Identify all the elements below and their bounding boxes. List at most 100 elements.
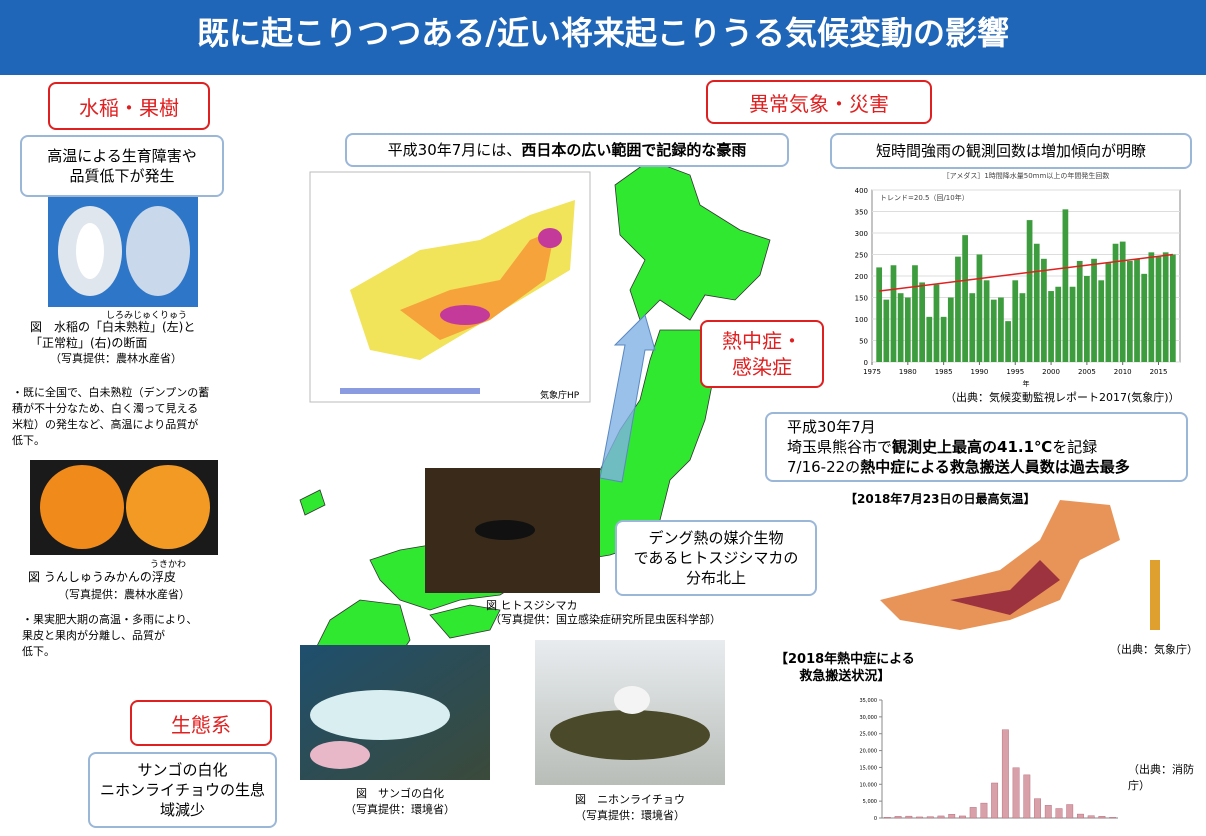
text-line: デング熱の媒介生物 [648,528,784,547]
bar [1055,286,1062,362]
text-line: 果皮と果肉が分離し、品質が [22,628,165,642]
text-bold: 熱中症による救急搬送人員数は過去最多 [860,458,1130,477]
shrubs [550,710,710,760]
bar [1001,729,1009,819]
credit: （写真提供：環境省） [345,802,455,816]
text-line: であるヒトスジシマカの [633,548,799,567]
dengue-box: デング熱の媒介生物 であるヒトスジシマカの 分布北上 [615,520,817,596]
x-axis-label: 年 [1023,379,1030,388]
bar [1048,291,1054,362]
credit: （写真提供：農林水産省） [50,352,182,366]
bar [976,254,983,362]
bar [1044,805,1052,819]
bar [876,267,883,362]
bar [1084,276,1090,362]
credit: 気象庁HP [540,391,580,401]
bar [1026,220,1033,362]
text-line: 埼玉県熊谷市で観測史上最高の41.1℃を記録 [787,437,1186,457]
bar [883,299,890,362]
bar [1169,254,1176,362]
source: （出典：消防庁） [1128,763,1194,792]
text-line: ニホンライチョウの生息 [99,780,265,799]
citrus-half [126,465,210,549]
y-tick-label: 150 [855,295,868,303]
text-line: 分布北上 [685,569,746,588]
bar [926,816,934,819]
credit: （写真提供：環境省） [575,808,685,822]
bar [1023,774,1031,819]
text-line: 積が不十分なため、白く濁って見える [12,401,199,415]
y-tick-label: 100 [855,316,868,324]
text-bold: 観測史上最高の41.1℃ [892,437,1053,456]
text-line: 平成30年7月 [787,417,876,436]
bar [1134,258,1140,362]
text-line: ・果実肥大期の高温・多雨により、 [22,613,198,626]
bar [959,815,966,819]
y-tick-label: 15,000 [860,765,878,771]
bar [980,802,988,819]
event-box: 平成30年7月には、 西日本の広い範囲で記録的な豪雨 [345,133,789,167]
temp-scale [1150,560,1160,630]
ruby: しろみじゅくりゅう [106,311,188,321]
bar [1055,808,1063,819]
y-tick-label: 30,000 [860,715,878,721]
y-tick-label: 400 [855,187,868,195]
summary-box: 高温による生育障害や 品質低下が発生 [20,135,224,197]
bar [1141,273,1148,362]
bar [991,782,999,819]
text-line: 低下。 [12,433,45,447]
bar [1098,280,1105,362]
temp-map-area [880,500,1120,630]
text-line: 域減少 [159,801,205,820]
trend-line [879,253,1173,292]
text: 7/16-22の [787,458,861,477]
caption: 図 ニホンライチョウ （写真提供：環境省） [565,792,695,824]
bar [1162,252,1169,362]
bar [904,297,911,362]
bar [962,235,968,362]
bar [1041,258,1047,362]
text-line: 図 サンゴの白化 [356,787,444,800]
bar [1076,260,1083,362]
source: （出典：気象庁） [1110,643,1198,656]
bar [1012,280,1019,362]
bar [1005,321,1011,362]
bar [947,297,954,362]
rain-peak [538,228,562,248]
y-tick-label: 20,000 [860,749,878,755]
text-line: 「正常粒」(右)の断面 [30,335,148,350]
caption: 図 ヒトスジシマカ [486,599,578,612]
rain-area [400,230,555,340]
text-line: 品質低下が発生 [69,167,175,185]
bar [1119,241,1126,362]
citrus-half [40,465,124,549]
bar [1077,813,1084,819]
chart-title: ［アメダス］1時間降水量50mm以上の年間発生回数 [943,171,1110,180]
text-line: 図 水稲の「白未熟粒」(左)と [30,320,196,334]
title: 既に起こりつつある/近い将来起こりうる気候変動の影響 [196,14,1009,52]
text-line: 【2018年熱中症による [775,652,915,667]
rain-scale [340,388,480,394]
bar [1066,804,1074,819]
bar [948,814,956,819]
text-bold: 西日本の広い範囲で記録的な豪雨 [521,140,747,159]
header-bar [0,0,1206,75]
bar [912,265,918,362]
text-line: 熱中症・ [722,329,802,353]
map-title: 【2018年7月23日の日最高気温】 [845,492,1036,506]
bar [990,299,997,362]
trend-box: 短時間強雨の観測回数は増加傾向が明瞭 [830,133,1192,169]
bar [1112,243,1119,362]
bar [916,816,923,819]
bar [1034,798,1041,819]
bar [1126,260,1133,362]
caption: 図 水稲の「白未熟粒」(左)と 「正常粒」(右)の断面 （写真提供：農林水産省） [30,320,195,367]
mosquito [475,520,535,540]
bar [919,282,926,362]
x-tick-label: 1990 [971,368,989,376]
coral [310,741,370,769]
summary-box: サンゴの白化 ニホンライチョウの生息 域減少 [88,752,277,828]
text-line: 感染症 [732,355,792,379]
text-line: 低下。 [22,644,55,658]
